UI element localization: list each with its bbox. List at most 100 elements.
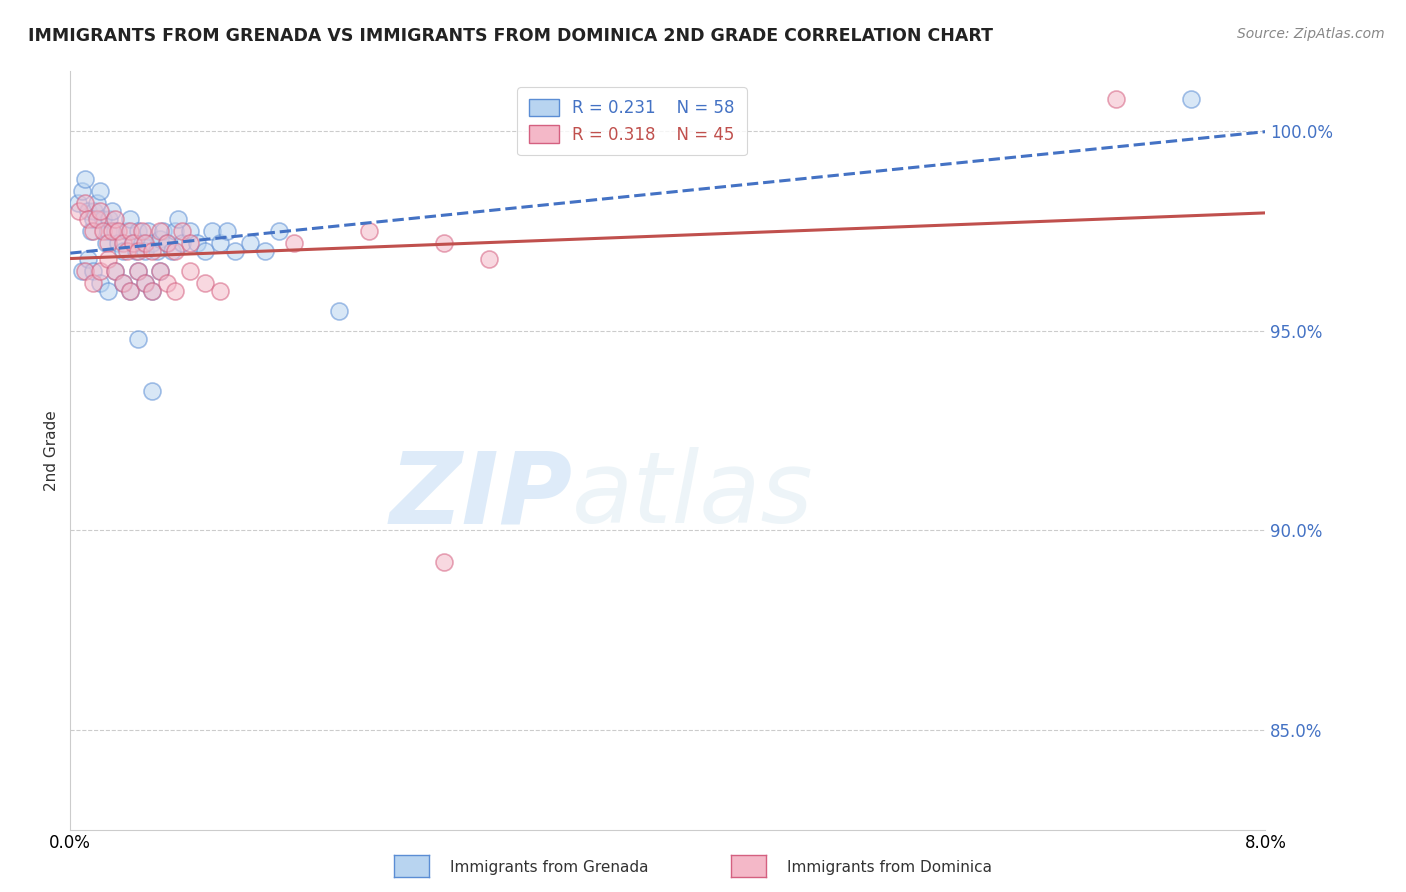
Point [1105, 92, 1128, 106]
Point [328, 303, 350, 318]
Point [104, 264, 127, 278]
Point [359, 224, 381, 238]
Point [75, 196, 97, 211]
Point [172, 224, 194, 238]
Point [70, 184, 93, 198]
Point [115, 224, 138, 238]
Text: Immigrants from Grenada: Immigrants from Grenada [450, 861, 648, 875]
Point [67, 204, 90, 219]
Point [77, 204, 100, 219]
Point [75, 264, 97, 278]
Point [97, 224, 120, 238]
Point [179, 224, 201, 238]
Point [166, 212, 188, 227]
Point [134, 276, 156, 290]
Point [156, 276, 179, 290]
Point [89, 264, 111, 278]
Point [111, 244, 134, 258]
Point [141, 284, 163, 298]
Point [82, 264, 104, 278]
Point [70, 264, 93, 278]
Point [156, 235, 179, 250]
Point [224, 244, 246, 258]
Point [269, 224, 291, 238]
Point [82, 212, 104, 227]
Text: Immigrants from Dominica: Immigrants from Dominica [787, 861, 993, 875]
Point [77, 252, 100, 266]
Point [115, 244, 138, 258]
Y-axis label: 2nd Grade: 2nd Grade [44, 410, 59, 491]
Point [127, 244, 149, 258]
Point [146, 244, 169, 258]
Point [194, 276, 217, 290]
Point [120, 284, 141, 298]
Point [186, 235, 208, 250]
Point [172, 235, 194, 250]
Point [111, 235, 134, 250]
Point [101, 204, 124, 219]
Point [156, 235, 179, 250]
Point [160, 244, 183, 258]
Point [141, 244, 163, 258]
Point [97, 284, 120, 298]
Point [125, 244, 148, 258]
Point [127, 264, 149, 278]
Point [152, 224, 174, 238]
Point [83, 204, 105, 219]
Point [194, 244, 217, 258]
Point [283, 235, 305, 250]
Point [91, 212, 114, 227]
Point [208, 235, 231, 250]
Point [179, 235, 201, 250]
Point [134, 276, 156, 290]
Point [201, 224, 224, 238]
Point [122, 235, 145, 250]
Point [163, 224, 186, 238]
Point [80, 224, 103, 238]
Point [433, 555, 456, 569]
Point [433, 235, 456, 250]
Point [149, 224, 172, 238]
Point [77, 212, 100, 227]
Point [89, 276, 111, 290]
Point [141, 384, 163, 398]
Point [111, 276, 134, 290]
Point [1180, 92, 1202, 106]
Point [208, 284, 231, 298]
Text: IMMIGRANTS FROM GRENADA VS IMMIGRANTS FROM DOMINICA 2ND GRADE CORRELATION CHART: IMMIGRANTS FROM GRENADA VS IMMIGRANTS FR… [28, 27, 993, 45]
Point [134, 235, 156, 250]
Point [149, 264, 172, 278]
Point [104, 224, 127, 238]
Point [98, 212, 121, 227]
Point [127, 264, 149, 278]
Legend: R = 0.231    N = 58, R = 0.318    N = 45: R = 0.231 N = 58, R = 0.318 N = 45 [517, 87, 747, 155]
Point [131, 235, 153, 250]
Text: atlas: atlas [572, 448, 814, 544]
Text: Source: ZipAtlas.com: Source: ZipAtlas.com [1237, 27, 1385, 41]
Point [131, 224, 153, 238]
Point [127, 332, 149, 346]
Point [111, 276, 134, 290]
Point [104, 212, 127, 227]
Point [97, 235, 120, 250]
Point [239, 235, 262, 250]
Point [86, 212, 108, 227]
Point [89, 184, 111, 198]
Point [217, 224, 239, 238]
Point [91, 224, 114, 238]
Point [107, 224, 129, 238]
Point [97, 252, 120, 266]
Point [120, 212, 141, 227]
Point [82, 224, 104, 238]
Point [107, 235, 129, 250]
Point [96, 235, 117, 250]
Point [141, 235, 163, 250]
Point [86, 196, 108, 211]
Point [104, 264, 127, 278]
Point [89, 204, 111, 219]
Point [82, 276, 104, 290]
Point [478, 252, 501, 266]
Point [127, 224, 149, 238]
Point [253, 244, 276, 258]
Point [122, 235, 145, 250]
